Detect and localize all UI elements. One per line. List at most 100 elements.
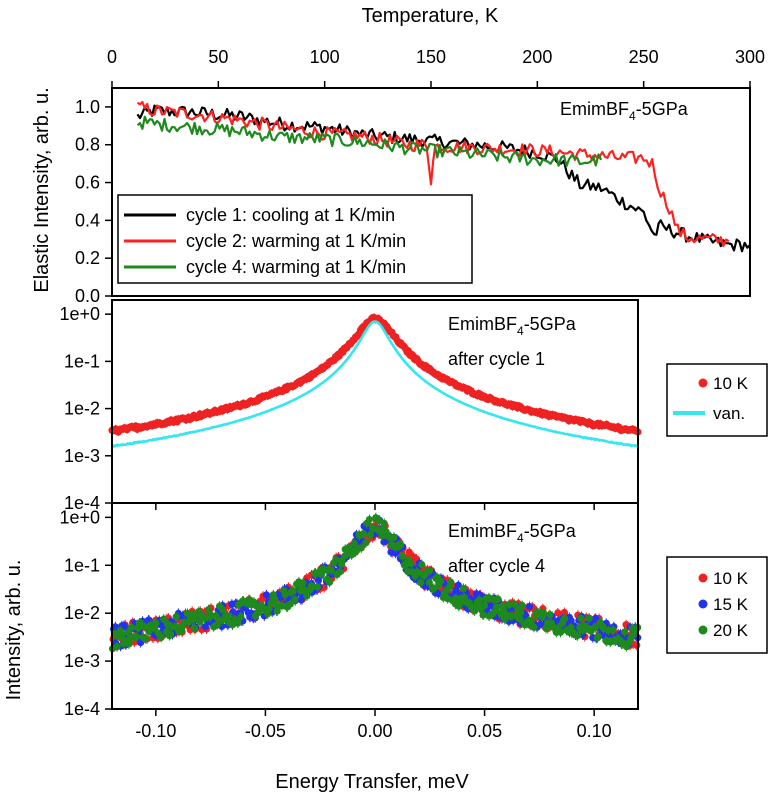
top-series-line (136, 104, 751, 253)
data-point (633, 641, 641, 649)
data-point (528, 616, 536, 624)
data-point (291, 595, 299, 604)
data-point (525, 602, 534, 611)
data-point (191, 624, 199, 633)
ytick-label: 1e-2 (64, 603, 100, 623)
ytick-label: 1e-2 (64, 399, 100, 419)
ytick-label: 1e-1 (64, 555, 100, 575)
bottom-legend-box (666, 556, 768, 654)
xtick-label: 0.10 (577, 721, 612, 741)
data-point (516, 615, 524, 623)
middle-annotation-main: EmimBF (448, 314, 517, 334)
top-annotation: EmimBF4-5GPa (560, 99, 689, 123)
data-point (289, 587, 297, 595)
middle-legend-swatch (698, 378, 708, 388)
top-ytick-label: 0.4 (75, 210, 100, 230)
top-xtick-label: 100 (310, 47, 340, 67)
top-xtick-label: 200 (522, 47, 552, 67)
data-point (591, 624, 599, 632)
data-point (201, 623, 209, 631)
data-point (152, 619, 160, 627)
data-point (479, 611, 487, 619)
data-point (225, 612, 233, 620)
ytick-label: 1e+0 (59, 304, 100, 324)
data-point (142, 635, 150, 643)
data-point (380, 519, 388, 528)
ytick-label: 1e-1 (64, 351, 100, 371)
data-point (609, 626, 617, 634)
data-point (494, 595, 502, 603)
bottom-xlabel: Energy Transfer, meV (275, 771, 469, 793)
data-point (573, 632, 581, 640)
middle-annotation-line2: after cycle 1 (448, 349, 545, 369)
top-xlabel: Temperature, K (362, 5, 499, 27)
top-series-line (136, 115, 603, 167)
data-point (160, 615, 168, 623)
data-point (213, 621, 221, 629)
top-legend-label: cycle 4: warming at 1 K/min (186, 257, 406, 277)
data-point (237, 613, 245, 621)
top-annotation-main: EmimBF (560, 99, 629, 119)
data-point (430, 584, 438, 592)
data-point (167, 630, 175, 639)
bottom-annotation-main: EmimBF (448, 521, 517, 541)
data-point (212, 612, 221, 621)
middle-legend-label: 10 K (713, 374, 749, 393)
data-point (327, 566, 335, 574)
data-point (436, 577, 445, 585)
data-point (459, 584, 468, 593)
data-point (577, 614, 585, 622)
data-point (425, 578, 433, 586)
xtick-label: -0.10 (135, 721, 176, 741)
top-legend-label: cycle 2: warming at 1 K/min (186, 231, 406, 251)
top-ytick-label: 0.0 (75, 286, 100, 306)
data-point (262, 591, 271, 599)
top-ylabel: Elastic Intensity, arb. u. (31, 87, 53, 292)
top-ytick-label: 0.8 (75, 135, 100, 155)
data-point (505, 601, 513, 609)
bottom-annotation-suffix: -5GPa (524, 521, 577, 541)
data-point (398, 552, 407, 560)
data-point (447, 578, 455, 586)
ytick-label: 1e-4 (64, 493, 100, 513)
data-point (366, 531, 374, 539)
data-point (390, 533, 398, 541)
middle-panel: 1e+0 1e-1 1e-2 1e-3 1e-4 EmimBF4-5GPa after cy… (59, 299, 768, 513)
ytick-label: 1e+0 (59, 507, 100, 527)
bottom-ylabel: Intensity, arb. u. (3, 560, 25, 701)
xtick-label: 0.05 (467, 721, 502, 741)
middle-annotation-subscript: 4 (517, 324, 524, 338)
top-ytick-label: 0.2 (75, 248, 100, 268)
data-point (556, 628, 565, 636)
data-point (286, 600, 294, 608)
data-point (120, 622, 128, 630)
bottom-legend-label: 20 K (713, 621, 749, 640)
data-point (172, 613, 180, 621)
data-point (362, 539, 370, 547)
top-annotation-suffix: -5GPa (636, 99, 689, 119)
data-point (416, 578, 425, 587)
top-xtick-label: 0 (107, 47, 117, 67)
top-series-line (136, 100, 730, 248)
bottom-annotation: EmimBF4-5GPa (448, 521, 577, 545)
data-point (375, 516, 383, 524)
data-point (157, 633, 165, 641)
data-point (407, 559, 415, 568)
data-point (113, 643, 121, 651)
bottom-legend-swatch (698, 573, 708, 583)
top-ytick-label: 1.0 (75, 97, 100, 117)
data-point (592, 614, 600, 622)
middle-annotation: EmimBF4-5GPa (448, 314, 577, 338)
data-point (561, 614, 569, 623)
top-legend-box (117, 194, 473, 284)
xtick-label: -0.05 (245, 721, 286, 741)
bottom-legend-label: 10 K (713, 569, 749, 588)
data-point (510, 600, 519, 608)
top-legend: cycle 1: cooling at 1 K/min cycle 2: warm… (117, 194, 473, 284)
top-xtick-label: 250 (629, 47, 659, 67)
bottom-annotation-subscript: 4 (517, 531, 524, 545)
middle-legend-label: van. (713, 404, 745, 423)
top-legend-label: cycle 1: cooling at 1 K/min (186, 205, 395, 225)
data-point (517, 608, 525, 617)
